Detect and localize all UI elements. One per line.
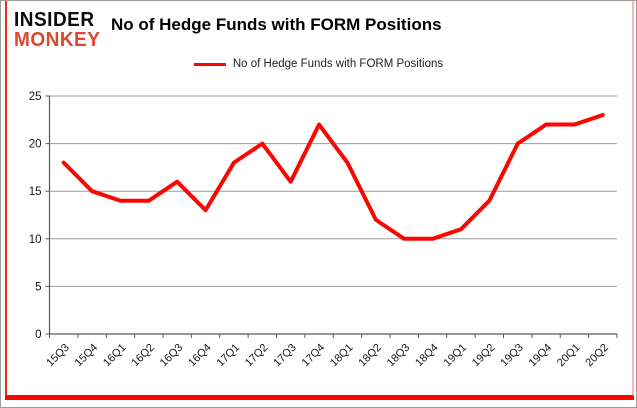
insider-monkey-logo: INSIDER MONKEY [14,8,101,51]
logo-text-insider: INSIDER [14,8,95,31]
x-tick-label: 15Q3 [44,342,72,370]
x-tick-label: 16Q2 [129,342,157,370]
y-tick-label: 25 [29,91,42,103]
series-line [61,113,605,241]
x-tick-label: 20Q2 [583,342,611,370]
legend-line-swatch-icon [193,62,226,66]
x-tick-label: 18Q2 [356,342,384,370]
x-tick-label: 18Q1 [328,342,356,370]
x-tick-label: 17Q4 [300,342,328,370]
x-axis-labels: 15Q3 15Q4 16Q1 16Q2 16Q3 16Q4 17Q1 17Q2 17Q3 17Q4… [44,342,611,370]
chart-legend: No of Hedge Funds with FORM Positions [1,58,636,70]
x-tick-label: 18Q4 [413,342,441,370]
x-tick-label: 16Q1 [101,342,129,370]
y-tick-label: 10 [29,234,42,246]
y-axis-labels: 0 5 10 15 20 25 [29,91,42,341]
x-tick-label: 15Q4 [73,342,101,370]
x-tick-label: 19Q2 [470,342,498,370]
x-tick-label: 19Q3 [498,342,526,370]
page-title: No of Hedge Funds with FORM Positions [111,15,442,34]
x-tick-label: 19Q4 [527,342,555,370]
x-tick-label: 16Q4 [186,342,214,370]
y-tick-label: 0 [35,329,41,341]
x-tick-label: 17Q1 [215,342,243,370]
x-tick-label: 19Q1 [442,342,470,370]
x-tick-label: 18Q3 [385,342,413,370]
x-tick-label: 17Q3 [271,342,299,370]
x-tick-label: 17Q2 [243,342,271,370]
logo-text-monkey: MONKEY [14,28,101,51]
gridlines [45,95,617,335]
legend-series-label: No of Hedge Funds with FORM Positions [232,58,444,70]
x-tick-label: 20Q1 [555,342,583,370]
y-tick-label: 5 [35,281,41,293]
x-ticks [49,334,618,338]
y-tick-label: 20 [29,139,42,151]
y-tick-label: 15 [29,186,42,198]
x-tick-label: 16Q3 [158,342,186,370]
